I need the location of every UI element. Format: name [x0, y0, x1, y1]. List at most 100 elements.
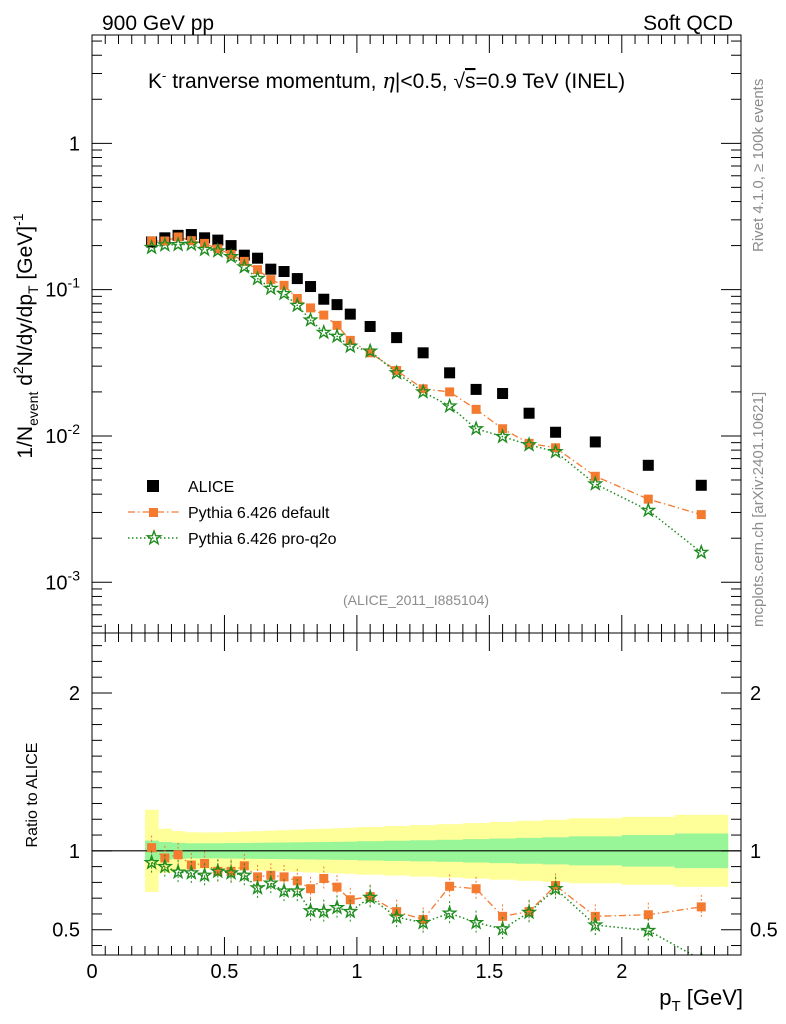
default-ratio-point: [147, 843, 157, 853]
default-point: [253, 265, 263, 275]
default-point: [696, 510, 706, 520]
proq2o-ratio-point: [183, 864, 200, 880]
alice-point: [252, 252, 264, 264]
main-y-axis-label: 1/Nevent d2N/dy/dpT [GeV]-1: [10, 213, 41, 458]
x-tick-label: 1: [351, 961, 362, 983]
proq2o-ratio-point: [275, 882, 293, 899]
main-y-tick-label: 10-1: [45, 275, 80, 302]
proq2o-ratio-point: [169, 863, 187, 880]
proq2o-ratio-point: [236, 866, 253, 883]
proq2o-ratio-point: [467, 914, 485, 930]
default-point: [643, 494, 653, 504]
proq2o-point: [547, 443, 564, 459]
default-ratio-point: [173, 850, 183, 860]
x-axis-label: pT [GeV]: [659, 985, 743, 1015]
main-panel-ticks: [91, 35, 742, 633]
default-ratio-point: [643, 910, 653, 920]
proq2o-point: [494, 427, 511, 444]
ratio-y-tick-label: 0.5: [52, 920, 80, 942]
default-point: [471, 404, 481, 414]
default-ratio-point: [471, 884, 481, 894]
proq2o-ratio-point: [143, 854, 160, 870]
main-y-tick-labels: 10-3 10-2 10-1 1: [45, 133, 80, 594]
legend-marker-proq2o: [145, 528, 163, 546]
default-ratio-point: [524, 907, 534, 917]
rivet-credit: Rivet 4.1.0, ≥ 100k events: [750, 79, 767, 252]
alice-point: [305, 281, 317, 293]
proq2o-point: [342, 337, 359, 354]
default-ratio-point: [239, 861, 249, 871]
proq2o-ratio-point: [342, 902, 359, 919]
alice-point: [642, 459, 654, 471]
default-ratio-point: [445, 881, 455, 891]
ratio-panel: 0 0.5 1 1.5 2 0.5 0.5 1 1 2 2 Ratio to ALICE pT [G…: [24, 632, 778, 1015]
proq2o-point: [414, 383, 432, 399]
ratio-y-tick-label: 2: [69, 683, 80, 705]
proq2o-ratio-point: [289, 882, 306, 899]
proq2o-ratio-point: [315, 902, 332, 919]
main-series-line: [151, 236, 702, 516]
default-ratio-point: [696, 902, 706, 912]
alice-point: [470, 383, 482, 395]
x-tick-label: 1.5: [475, 961, 503, 983]
proq2o-point: [388, 364, 405, 380]
proq2o-point: [328, 327, 346, 344]
alice-point: [523, 407, 535, 419]
ratio-y-tick-label-right: 0.5: [750, 920, 778, 942]
default-ratio-point: [498, 911, 508, 921]
default-point: [392, 366, 402, 376]
x-tick-label: 0.5: [211, 961, 239, 983]
default-point: [306, 303, 316, 313]
proq2o-ratio-point: [520, 903, 538, 920]
proq2o-ratio-point: [328, 899, 346, 915]
default-ratio-point: [279, 872, 289, 882]
default-point: [524, 438, 534, 448]
proq2o-ratio-point: [640, 921, 657, 938]
proq2o-ratio-point: [587, 916, 604, 932]
proq2o-point: [315, 323, 332, 340]
proq2o-point: [467, 420, 485, 436]
default-point: [266, 275, 276, 285]
default-point: [332, 320, 342, 330]
proq2o-point: [209, 242, 227, 258]
alice-point: [364, 320, 376, 332]
default-point: [213, 244, 223, 254]
default-ratio-point: [226, 866, 236, 876]
alice-point: [318, 293, 330, 305]
alice-point: [550, 426, 562, 438]
proq2o-point: [520, 436, 538, 452]
default-point: [445, 387, 455, 397]
alice-point: [225, 240, 237, 252]
legend-label-default: Pythia 6.426 default: [188, 505, 330, 522]
default-ratio-point: [365, 892, 375, 902]
ratio-tick-labels: 0 0.5 1 1.5 2 0.5 0.5 1 1 2 2: [52, 683, 778, 983]
analysis-watermark: (ALICE_2011_I885104): [343, 592, 489, 608]
legend-label-alice: ALICE: [188, 479, 234, 496]
ratio-y-tick-label-right: 1: [750, 841, 761, 863]
header-left: 900 GeV pp: [102, 12, 214, 35]
default-ratio-point: [332, 882, 342, 892]
proq2o-ratio-point: [156, 857, 174, 874]
proq2o-point: [183, 235, 200, 252]
proq2o-point: [275, 284, 293, 301]
alice-point: [278, 266, 290, 278]
proq2o-point: [361, 342, 379, 359]
ratio-y-axis-label: Ratio to ALICE: [24, 743, 41, 848]
proq2o-ratio-point: [222, 864, 240, 880]
proq2o-point: [143, 238, 160, 255]
proq2o-point: [289, 296, 306, 313]
proq2o-ratio-point: [547, 880, 564, 896]
proq2o-point: [262, 279, 280, 296]
main-panel: 10-3 10-2 10-1 1 K- tranverse momentum, η|<…: [10, 34, 742, 634]
default-point: [365, 348, 375, 358]
proq2o-ratio-point: [494, 920, 511, 936]
proq2o-point: [249, 269, 266, 286]
proq2o-ratio-point: [209, 862, 227, 879]
ratio-panel-ticks: [91, 633, 742, 955]
proq2o-point: [441, 397, 458, 414]
proq2o-point: [169, 236, 187, 252]
alice-point: [695, 479, 707, 491]
proq2o-ratio-point: [262, 874, 280, 891]
proq2o-point: [196, 240, 213, 257]
